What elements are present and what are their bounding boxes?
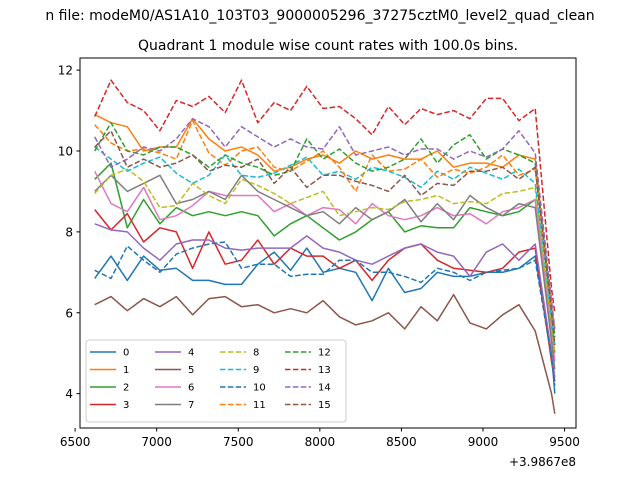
legend-label-10: 10 bbox=[253, 383, 266, 394]
series-line-10 bbox=[94, 241, 556, 386]
legend-label-9: 9 bbox=[253, 365, 259, 376]
x-tick-label: 9500 bbox=[549, 435, 580, 449]
y-tick-label: 4 bbox=[65, 387, 73, 401]
legend-label-13: 13 bbox=[318, 365, 331, 376]
legend-label-5: 5 bbox=[188, 365, 194, 376]
series-line-11 bbox=[94, 119, 556, 330]
legend-label-3: 3 bbox=[123, 400, 129, 411]
x-tick-label: 7000 bbox=[141, 435, 172, 449]
series-line-12 bbox=[94, 121, 556, 338]
series-line-8 bbox=[94, 168, 556, 354]
series-line-13 bbox=[94, 79, 556, 313]
legend-label-0: 0 bbox=[123, 348, 129, 359]
legend-frame bbox=[85, 339, 347, 423]
series-line-2 bbox=[94, 162, 556, 354]
legend-label-2: 2 bbox=[123, 383, 129, 394]
series-line-7 bbox=[94, 174, 556, 370]
legend-label-8: 8 bbox=[253, 348, 259, 359]
legend-label-6: 6 bbox=[188, 383, 194, 394]
x-tick-label: 8500 bbox=[386, 435, 417, 449]
legend-label-1: 1 bbox=[123, 365, 129, 376]
x-tick-label: 9000 bbox=[468, 435, 499, 449]
legend-label-4: 4 bbox=[188, 348, 194, 359]
x-tick-label: 6500 bbox=[60, 435, 91, 449]
x-tick-label: 7500 bbox=[223, 435, 254, 449]
series-lines bbox=[94, 79, 556, 414]
series-line-6 bbox=[94, 170, 556, 362]
series-line-9 bbox=[94, 146, 556, 346]
series-line-14 bbox=[94, 117, 556, 329]
series-line-15 bbox=[94, 130, 556, 346]
legend-label-11: 11 bbox=[253, 400, 266, 411]
figure-suptitle: n file: modeM0/AS1A10_103T03_9000005296_… bbox=[45, 8, 594, 24]
series-line-4 bbox=[94, 223, 556, 378]
x-axis: 6500 7000 7500 8000 8500 9000 9500 bbox=[60, 428, 580, 449]
legend-label-7: 7 bbox=[188, 400, 194, 411]
y-tick-label: 12 bbox=[58, 64, 73, 78]
y-tick-label: 8 bbox=[65, 225, 73, 239]
legend-label-14: 14 bbox=[318, 383, 331, 394]
y-tick-label: 6 bbox=[65, 306, 73, 320]
x-tick-label: 8000 bbox=[305, 435, 336, 449]
chart-title: Quadrant 1 module wise count rates with … bbox=[138, 38, 518, 54]
legend-label-15: 15 bbox=[318, 400, 331, 411]
x-offset-label: +3.9867e8 bbox=[509, 455, 576, 469]
y-tick-label: 10 bbox=[58, 145, 73, 159]
plot-frame bbox=[79, 57, 577, 429]
legend-label-12: 12 bbox=[318, 348, 331, 359]
y-axis: 4 6 8 10 12 bbox=[58, 64, 80, 401]
series-line-5 bbox=[94, 293, 556, 414]
